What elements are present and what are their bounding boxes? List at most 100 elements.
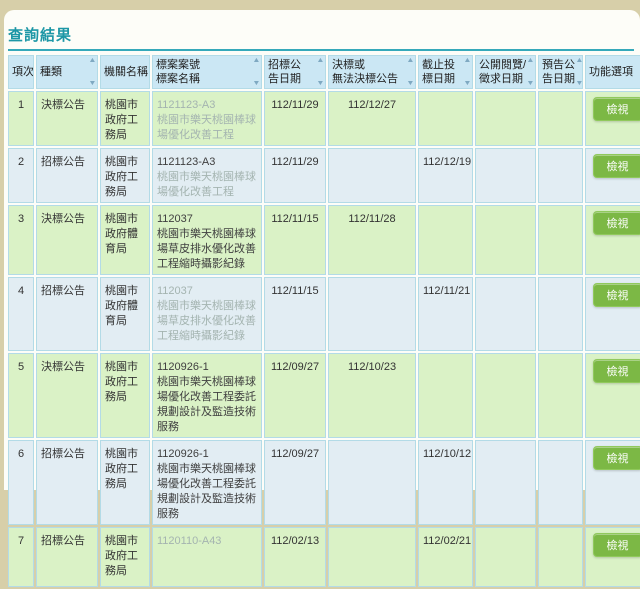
column-header-type[interactable]: 種類▲▼ (36, 55, 98, 89)
sort-desc-icon[interactable]: ▼ (316, 80, 324, 87)
column-header-label: 項次 (12, 57, 34, 87)
cell-actions: 檢視 (585, 277, 640, 351)
cell-review-date (475, 277, 536, 351)
view-button[interactable]: 檢視 (593, 359, 640, 383)
cell-award-date (328, 277, 416, 351)
page-title: 查詢結果 (8, 24, 634, 45)
cell-seq: 1 (8, 91, 34, 146)
sort-asc-icon[interactable]: ▲ (463, 57, 471, 64)
sort-asc-icon[interactable]: ▲ (406, 57, 414, 64)
cell-actions: 檢視 (585, 91, 640, 146)
case-name-text: 桃園市樂天桃園棒球場優化改善工程委託規劃設計及監造技術服務 (157, 462, 257, 522)
sort-desc-icon[interactable]: ▼ (575, 80, 583, 87)
cell-actions: 檢視 (585, 148, 640, 203)
sort-asc-icon[interactable]: ▲ (148, 57, 150, 64)
sort-asc-icon[interactable]: ▲ (316, 57, 324, 64)
cell-type: 招標公告 (36, 527, 98, 587)
cell-seq: 5 (8, 353, 34, 438)
sort-asc-icon[interactable]: ▲ (575, 57, 583, 64)
cell-agency: 桃園市政府工務局 (100, 91, 150, 146)
column-header-preannounce[interactable]: 預告公告日期▲ ▼ (538, 55, 583, 89)
cell-award-date (328, 148, 416, 203)
cell-tender-date: 112/11/29 (264, 91, 326, 146)
cell-preannounce-date (538, 277, 583, 351)
cell-deadline-date (418, 91, 473, 146)
cell-preannounce-date (538, 205, 583, 275)
cell-actions: 檢視 (585, 205, 640, 275)
case-number-link[interactable]: 1120926-1 (157, 360, 257, 375)
sort-asc-icon[interactable]: ▲ (526, 57, 534, 64)
view-button[interactable]: 檢視 (593, 154, 640, 178)
cell-agency: 桃園市政府工務局 (100, 527, 150, 587)
cell-deadline-date (418, 205, 473, 275)
column-header-seq: 項次 (8, 55, 34, 89)
sort-asc-icon[interactable]: ▲ (88, 57, 96, 64)
view-button[interactable]: 檢視 (593, 283, 640, 307)
sort-desc-icon[interactable]: ▼ (148, 80, 150, 87)
column-header-label: 標案案號標案名稱 (156, 57, 200, 87)
cell-preannounce-date (538, 91, 583, 146)
view-button[interactable]: 檢視 (593, 446, 640, 470)
case-name-text: 桃園市樂天桃園棒球場草皮排水優化改善工程縮時攝影紀錄 (157, 227, 257, 272)
column-header-label: 預告公告日期 (542, 57, 575, 87)
case-number-link[interactable]: 112037 (157, 284, 257, 299)
sort-desc-icon[interactable]: ▼ (88, 80, 96, 87)
case-number-link[interactable]: 112037 (157, 212, 257, 227)
column-header-deadline[interactable]: 截止投標日期▲▼ (418, 55, 473, 89)
cell-deadline-date: 112/11/21 (418, 277, 473, 351)
column-header-label: 機關名稱 (104, 57, 148, 87)
cell-preannounce-date (538, 440, 583, 525)
cell-deadline-date: 112/10/12 (418, 440, 473, 525)
sort-desc-icon[interactable]: ▼ (406, 80, 414, 87)
column-header-tender-date[interactable]: 招標公告日期▲▼ (264, 55, 326, 89)
case-number-link[interactable]: 1121123-A3 (157, 155, 257, 170)
sort-desc-icon[interactable]: ▼ (526, 80, 534, 87)
cell-seq: 7 (8, 527, 34, 587)
cell-agency: 桃園市政府工務局 (100, 353, 150, 438)
column-header-review-date[interactable]: 公開閱覽/徵求日期▲▼ (475, 55, 536, 89)
cell-case: 1120110-A43 (152, 527, 262, 587)
cell-type: 決標公告 (36, 91, 98, 146)
column-header-agency[interactable]: 機關名稱▲ ▼ (100, 55, 150, 89)
cell-agency: 桃園市政府工務局 (100, 440, 150, 525)
cell-review-date (475, 91, 536, 146)
cell-review-date (475, 205, 536, 275)
cell-tender-date: 112/02/13 (264, 527, 326, 587)
title-underline (8, 49, 634, 51)
sort-desc-icon[interactable]: ▼ (252, 80, 260, 87)
cell-preannounce-date (538, 148, 583, 203)
sort-desc-icon[interactable]: ▼ (463, 80, 471, 87)
case-name-text: 桃園市樂天桃園棒球場草皮排水優化改善工程縮時攝影紀錄 (157, 299, 257, 344)
cell-review-date (475, 440, 536, 525)
view-button[interactable]: 檢視 (593, 533, 640, 557)
view-button[interactable]: 檢視 (593, 211, 640, 235)
case-number-link[interactable]: 1121123-A3 (157, 98, 257, 113)
cell-seq: 2 (8, 148, 34, 203)
cell-seq: 4 (8, 277, 34, 351)
column-header-case[interactable]: 標案案號標案名稱 ▲ ▼ (152, 55, 262, 89)
cell-seq: 6 (8, 440, 34, 525)
view-button[interactable]: 檢視 (593, 97, 640, 121)
cell-actions: 檢視 (585, 440, 640, 525)
cell-deadline-date (418, 353, 473, 438)
cell-actions: 檢視 (585, 527, 640, 587)
sort-asc-icon[interactable]: ▲ (252, 57, 260, 64)
cell-agency: 桃園市政府工務局 (100, 148, 150, 203)
column-header-label: 決標或無法決標公告 (332, 57, 398, 87)
case-number-link[interactable]: 1120110-A43 (157, 534, 257, 549)
case-number-link[interactable]: 1120926-1 (157, 447, 257, 462)
cell-tender-date: 112/11/15 (264, 205, 326, 275)
cell-type: 招標公告 (36, 148, 98, 203)
cell-agency: 桃園市政府體育局 (100, 277, 150, 351)
cell-type: 招標公告 (36, 440, 98, 525)
cell-type: 決標公告 (36, 353, 98, 438)
column-header-award-date[interactable]: 決標或無法決標公告 ▲ ▼ (328, 55, 416, 89)
results-table: 項次種類▲▼機關名稱▲▼標案案號標案名稱▲▼招標公告日期▲▼決標或無法決標公告▲… (6, 53, 640, 589)
